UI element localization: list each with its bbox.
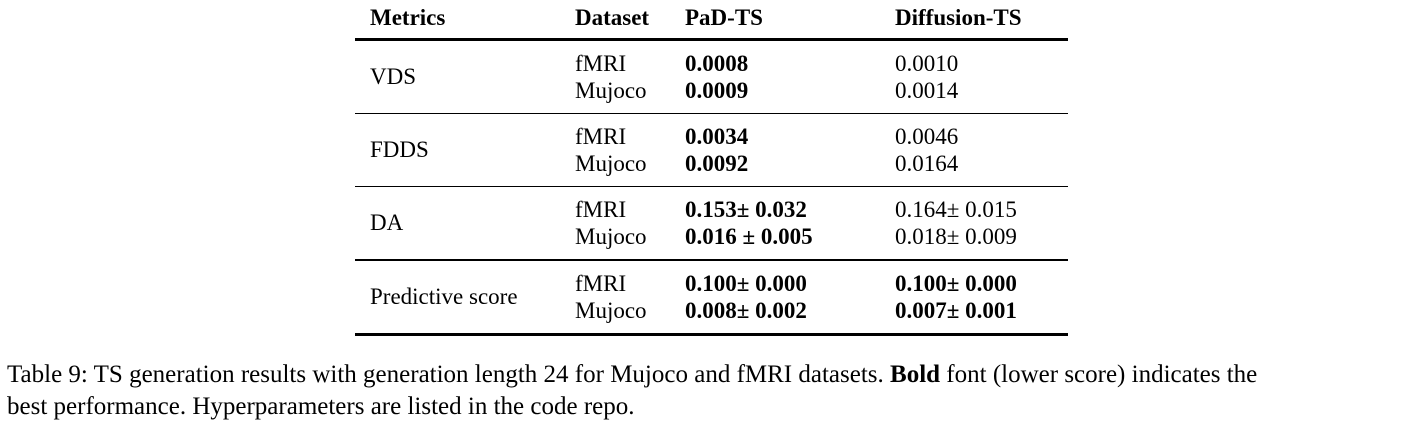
pad-ts-value: 0.153± 0.032	[685, 196, 807, 222]
dataset-cell: fMRI	[575, 50, 627, 76]
metric-group-predictive-score: Predictive score fMRI 0.100± 0.000 0.100…	[355, 261, 1068, 336]
metric-label: Predictive score	[370, 284, 518, 309]
dataset-cell: Mujoco	[575, 77, 647, 103]
pad-ts-value: 0.0009	[685, 77, 749, 103]
metric-group-vds: VDS fMRI 0.0008 0.0010 Mujoco 0.0009 0.0…	[355, 41, 1068, 114]
dataset-cell: fMRI	[575, 123, 627, 149]
dataset-cell: Mujoco	[575, 223, 647, 249]
dataset-cell: Mujoco	[575, 297, 647, 323]
col-header-metrics: Metrics	[370, 5, 446, 30]
diffusion-ts-value: 0.0010	[895, 50, 959, 76]
diffusion-ts-value: 0.007± 0.001	[895, 297, 1017, 323]
dataset-cell: fMRI	[575, 196, 627, 222]
col-header-dataset: Dataset	[575, 5, 650, 30]
pad-ts-value: 0.0092	[685, 150, 749, 176]
caption-line-1: Table 9: TS generation results with gene…	[7, 359, 1417, 391]
table-caption: Table 9: TS generation results with gene…	[7, 359, 1417, 422]
pad-ts-value: 0.016 ± 0.005	[685, 223, 813, 249]
caption-text: Table 9: TS generation results with gene…	[7, 361, 891, 388]
pad-ts-value: 0.008± 0.002	[685, 297, 807, 323]
metric-label: DA	[370, 210, 404, 235]
diffusion-ts-value: 0.0164	[895, 150, 959, 176]
diffusion-ts-value: 0.0046	[895, 123, 959, 149]
dataset-cell: Mujoco	[575, 150, 647, 176]
metric-group-fdds: FDDS fMRI 0.0034 0.0046 Mujoco 0.0092 0.…	[355, 114, 1068, 187]
diffusion-ts-value: 0.100± 0.000	[895, 270, 1017, 296]
diffusion-ts-value: 0.0014	[895, 77, 959, 103]
diffusion-ts-value: 0.164± 0.015	[895, 196, 1017, 222]
diffusion-ts-value: 0.018± 0.009	[895, 223, 1017, 249]
col-header-diffusion-ts: Diffusion-TS	[895, 5, 1022, 30]
caption-bold-word: Bold	[890, 361, 941, 388]
metric-label: FDDS	[370, 137, 429, 162]
caption-text: font (lower score) indicates the	[940, 361, 1258, 388]
metric-label: VDS	[370, 64, 417, 89]
pad-ts-value: 0.0008	[685, 50, 749, 76]
metric-group-da: DA fMRI 0.153± 0.032 0.164± 0.015 Mujoco…	[355, 187, 1068, 261]
table-header-row: Metrics Dataset PaD-TS Diffusion-TS	[355, 2, 1068, 41]
col-header-pad-ts: PaD-TS	[685, 5, 763, 30]
pad-ts-value: 0.100± 0.000	[685, 270, 807, 296]
ts-generation-results-table: Metrics Dataset PaD-TS Diffusion-TS VDS …	[355, 2, 1068, 336]
caption-line-2: best performance. Hyperparameters are li…	[7, 392, 635, 420]
dataset-cell: fMRI	[575, 270, 627, 296]
pad-ts-value: 0.0034	[685, 123, 749, 149]
